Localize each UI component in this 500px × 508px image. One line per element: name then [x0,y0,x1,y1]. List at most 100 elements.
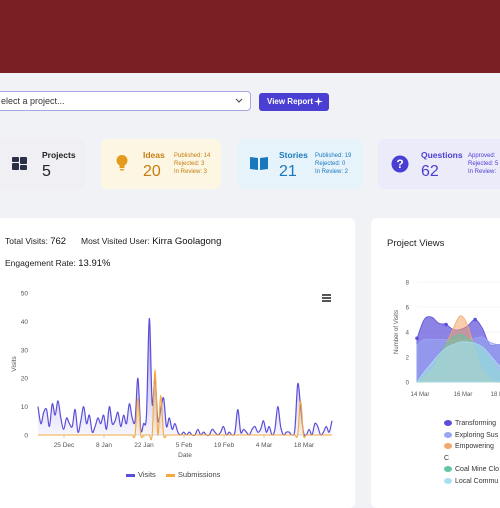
questions-rejected: Rejected: 5 [468,161,499,167]
ideas-rejected: Rejected: 3 [174,161,205,167]
total-visits-label: Total Visits: [5,236,48,246]
pv-legend-label: Empowering C [444,443,494,462]
y-tick-label: 8 [406,281,410,287]
stories-card[interactable]: Stories 21 Published: 19 Rejected: 0 In … [237,139,363,189]
questions-in-review: In Review: [468,169,497,175]
visits-chart: 0 10 20 30 40 50 Visits 25 Dec 8 Jan 22 Jan 5 Feb 1… [11,291,333,459]
pv-legend-label: Coal Mine Clo [455,466,499,473]
x-tick-label: 8 Jan [96,442,112,449]
projects-title: Projects [42,150,76,160]
pv-legend-label: Exploring Sus [455,431,499,439]
ideas-in-review: In Review: 3 [174,169,208,175]
question-icon: ? [391,155,409,173]
y-tick-label: 2 [406,356,410,362]
y-axis-label: Visits [11,356,18,372]
ideas-card[interactable]: Ideas 20 Published: 14 Rejected: 3 In Re… [101,139,221,189]
dashboard-icon [12,157,27,170]
view-report-label: View Report [267,97,314,106]
questions-card[interactable]: ? Questions 62 Approved: Rejected: 5 In … [378,139,500,189]
y-tick-label: 0 [406,381,410,387]
top-banner [0,0,500,73]
stories-title: Stories [279,150,308,160]
stories-stats: Published: 19 Rejected: 0 In Review: 2 [315,152,351,176]
x-axis-label: Date [178,452,192,459]
projects-count: 5 [42,163,51,180]
pv-legend-item[interactable]: Local Commu [444,476,500,488]
pv-legend-item[interactable]: Coal Mine Clo [444,464,500,476]
project-select-value: elect a project... [1,96,65,106]
ideas-stats: Published: 14 Rejected: 3 In Review: 3 [174,152,210,176]
pv-legend-label: Local Commu [455,477,499,485]
pv-legend-label: Transforming [455,420,496,427]
y-tick-label: 30 [21,347,29,354]
x-tick-label: 14 Mar [411,392,430,398]
x-tick-label: 4 Mar [256,442,273,449]
y-tick-label: 50 [21,291,29,298]
questions-title: Questions [421,150,463,160]
chart-menu-icon[interactable] [322,294,331,302]
view-report-button[interactable]: View Report [259,93,329,111]
projects-card[interactable]: Projects 5 [0,139,85,189]
x-tick-label: 22 Jan [134,442,154,449]
y-tick-label: 20 [21,376,29,383]
legend-submissions-swatch [165,473,175,477]
legend-visits: Visits [126,470,158,479]
series-area-0 [38,318,332,436]
ideas-published: Published: 14 [174,153,211,159]
legend-visits-swatch [126,473,135,477]
engagement-rate-value: 13.91% [78,258,111,269]
y-tick-label: 40 [21,319,29,326]
series-line-0 [37,317,333,437]
visits-legend: Visits Submissions [126,470,220,479]
chevron-down-icon [235,98,243,103]
pv-legend-item[interactable]: Exploring Sus [444,430,500,442]
series-line-1 [37,369,332,441]
svg-text:?: ? [396,157,403,171]
questions-stats: Approved: Rejected: 5 In Review: [468,152,498,176]
project-views-title: Project Views [387,238,445,249]
pv-legend-item[interactable]: Transforming [444,418,500,430]
y-tick-label: 10 [21,404,29,411]
y-tick-label: 6 [406,306,410,312]
pv-point [444,322,448,327]
most-visited-user: Most Visited User: Kirra Goolagong [81,236,221,247]
lightbulb-icon [116,155,128,171]
x-tick-label: 18 Mar [294,442,315,449]
book-icon [250,157,268,170]
x-tick-label: 25 Dec [54,442,75,449]
pv-point [415,336,419,341]
x-tick-label: 18 Mar [491,392,500,398]
engagement-rate-label: Engagement Rate: [5,258,76,268]
most-visited-user-value: Kirra Goolagong [152,236,222,247]
legend-visits-label: Visits [138,470,156,479]
stories-rejected: Rejected: 0 [315,161,346,167]
most-visited-user-label: Most Visited User: [81,236,150,246]
x-tick-label: 16 Mar [454,392,473,398]
project-views-chart: 0 2 4 6 8 Number of Visits 14 Mar 16 Mar 18 Mar [394,281,500,398]
questions-approved: Approved: [468,153,496,159]
ideas-count: 20 [143,163,161,180]
stories-published: Published: 19 [315,153,352,159]
y-tick-label: 0 [24,433,28,440]
stories-count: 21 [279,163,297,180]
total-visits: Total Visits: 762 [5,236,66,247]
questions-count: 62 [421,163,439,180]
project-views-legend: Transforming Exploring Sus Empowering C … [444,418,500,487]
total-visits-value: 762 [50,236,67,247]
x-tick-label: 19 Feb [214,442,235,449]
y-axis-label: Number of Visits [394,310,400,354]
engagement-rate: Engagement Rate: 13.91% [5,258,111,269]
pv-legend-item[interactable]: Empowering C [444,441,500,464]
legend-submissions: Submissions [165,470,221,479]
pv-point [473,317,477,322]
sparkle-icon [314,97,323,106]
visits-panel [0,218,355,508]
pv-series-area-4 [416,341,500,383]
series-area-1 [38,369,332,440]
ideas-title: Ideas [143,150,165,160]
y-tick-label: 4 [406,331,410,337]
x-tick-label: 5 Feb [176,442,193,449]
project-select[interactable]: elect a project... [0,91,251,111]
legend-submissions-label: Submissions [177,470,221,479]
stories-in-review: In Review: 2 [315,169,349,175]
